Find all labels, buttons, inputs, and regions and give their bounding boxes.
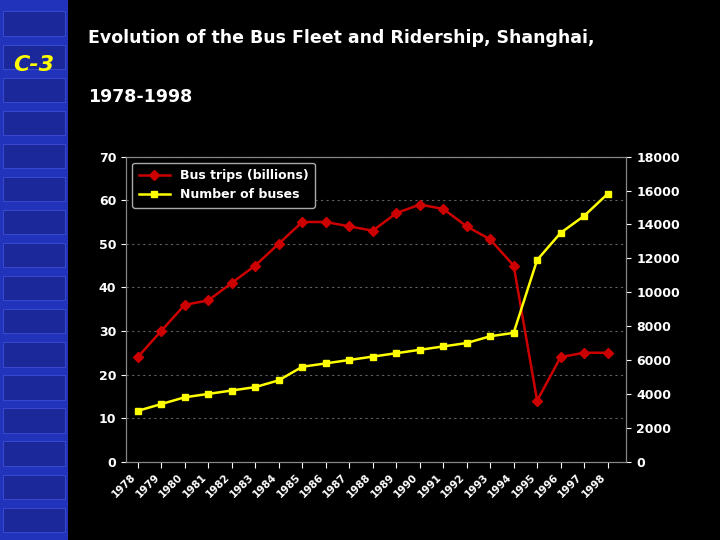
FancyBboxPatch shape	[4, 210, 65, 234]
Text: Evolution of the Bus Fleet and Ridership, Shanghai,: Evolution of the Bus Fleet and Ridership…	[88, 29, 595, 47]
FancyBboxPatch shape	[4, 45, 65, 69]
FancyBboxPatch shape	[4, 111, 65, 135]
FancyBboxPatch shape	[4, 342, 65, 367]
FancyBboxPatch shape	[4, 408, 65, 433]
FancyBboxPatch shape	[4, 309, 65, 333]
FancyBboxPatch shape	[4, 11, 65, 36]
Text: 1978-1998: 1978-1998	[88, 89, 192, 106]
FancyBboxPatch shape	[4, 475, 65, 499]
Text: C-3: C-3	[14, 55, 55, 75]
Legend: Bus trips (billions), Number of buses: Bus trips (billions), Number of buses	[132, 163, 315, 207]
FancyBboxPatch shape	[4, 144, 65, 168]
FancyBboxPatch shape	[4, 78, 65, 102]
FancyBboxPatch shape	[4, 243, 65, 267]
FancyBboxPatch shape	[4, 375, 65, 400]
FancyBboxPatch shape	[4, 508, 65, 532]
FancyBboxPatch shape	[4, 442, 65, 465]
FancyBboxPatch shape	[4, 177, 65, 201]
FancyBboxPatch shape	[4, 276, 65, 300]
